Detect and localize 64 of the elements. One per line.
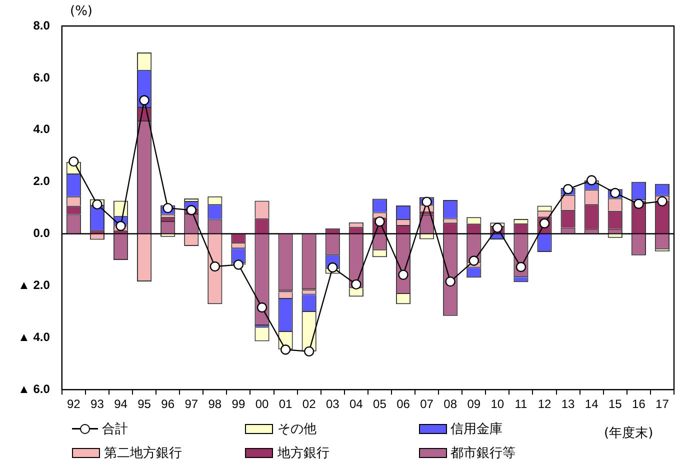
y-tick-label: ▲ 4.0 [18,330,50,344]
legend-label: 地方銀行 [277,445,330,462]
y-tick-label: 2.0 [33,174,50,188]
legend-label: 合計 [102,421,128,438]
point [92,199,102,210]
x-tick-label: 02 [302,397,316,412]
point [256,302,268,313]
point [586,175,597,186]
x-tick-label: 93 [90,397,104,412]
point [398,270,408,280]
x-tick-label: 15 [608,397,622,412]
x-tick-label: 98 [208,397,222,412]
legend-label: その他 [277,421,316,438]
x-tick-label: 13 [561,397,576,412]
x-tick-label: 03 [326,397,340,412]
point [210,261,220,272]
x-tick-label: 97 [184,397,198,412]
point [492,222,503,233]
x-tick-label: 14 [584,397,599,412]
point [186,205,196,216]
x-tick-label: 06 [396,397,410,412]
point [280,344,291,355]
x-tick-label: 12 [538,397,552,412]
x-axis-title: (年度末) [604,425,654,442]
y-tick-label: 6.0 [33,70,50,84]
x-tick-label: 07 [420,397,434,412]
point [562,184,574,194]
x-tick-label: 04 [349,397,364,412]
y-tick-label: 8.0 [33,18,50,32]
x-tick-label: 16 [632,397,646,412]
x-tick-label: 95 [138,397,152,412]
legend-label: 第二地方銀行 [104,445,182,462]
x-tick-label: 92 [66,397,81,412]
y-tick-label: ▲ 6.0 [18,382,50,396]
x-tick-label: 10 [490,397,504,412]
legend-label: 信用金庫 [450,421,503,438]
point [657,196,668,206]
point [68,156,79,167]
point [468,256,479,266]
y-tick-label: ▲ 2.0 [18,278,50,292]
x-tick-label: 08 [444,397,458,412]
x-tick-label: 94 [114,397,128,412]
point [445,276,456,287]
x-tick-label: 99 [232,397,246,412]
x-tick-label: 17 [656,397,670,412]
y-tick-label: 4.0 [33,122,50,136]
point [610,188,620,198]
y-axis-title: (%) [70,4,92,19]
point [116,220,126,232]
point [162,202,173,214]
legend-label: 都市銀行等 [450,445,516,462]
point [351,279,362,290]
x-tick-label: 05 [373,397,387,412]
point [304,346,314,357]
x-tick-label: 96 [161,397,175,412]
y-tick-label: 0.0 [33,226,50,240]
point [139,95,150,106]
x-tick-label: 00 [255,397,269,412]
point [634,198,644,210]
x-tick-label: 11 [514,397,528,412]
point [516,262,526,272]
x-tick-label: 09 [467,397,481,412]
point [233,260,244,270]
x-tick-label: 01 [278,397,293,412]
